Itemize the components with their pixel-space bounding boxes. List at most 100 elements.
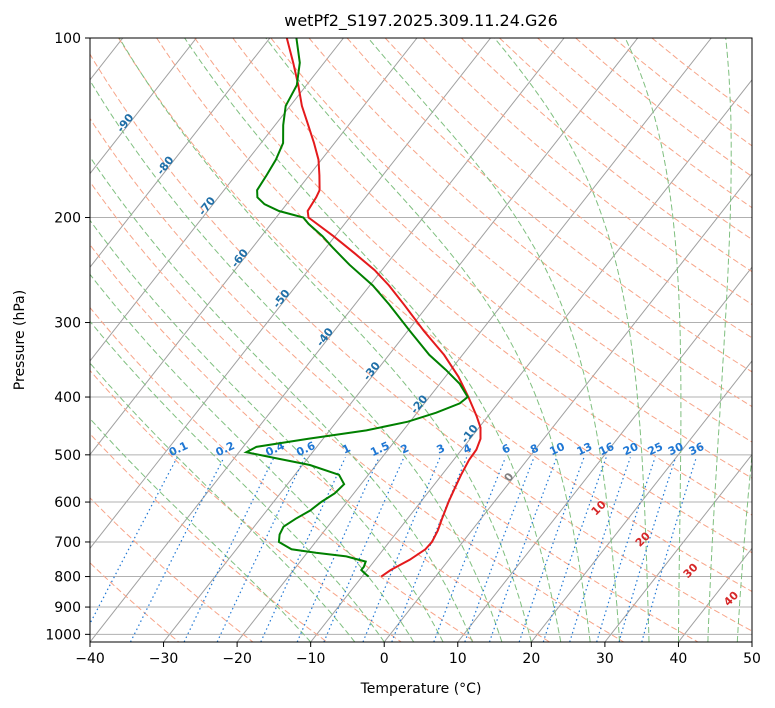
x-tick-label: −20 xyxy=(222,651,252,667)
mixing-ratio-label: 2 xyxy=(398,442,410,457)
isotherm-line xyxy=(604,453,752,642)
dry-adiabat-line xyxy=(90,433,328,642)
y-axis: 100 200 300 400 500 600 700 800 900 1000 xyxy=(45,31,90,643)
moist-adiabat-line xyxy=(90,320,385,642)
moist-adiabat-line xyxy=(184,38,562,642)
mixing-ratio-label: 0.1 xyxy=(167,439,190,459)
isotherm-line xyxy=(90,38,197,175)
moist-adiabat-label: 30 xyxy=(681,561,701,581)
isotherm-line xyxy=(457,266,752,642)
mixing-ratio-line xyxy=(216,457,306,642)
x-axis: −40 −30 −20 −10 0 10 20 30 40 50 xyxy=(75,642,761,667)
mixing-ratio-label: 36 xyxy=(687,440,707,458)
mixing-ratio-label: 1.5 xyxy=(368,439,391,459)
isotherm-line xyxy=(310,78,752,642)
mixing-ratio-label: 13 xyxy=(575,440,594,458)
isotherm-label: -10 xyxy=(458,422,481,446)
moist-adiabat-line xyxy=(265,38,591,642)
y-tick-label: 700 xyxy=(54,535,81,551)
dry-adiabat-line xyxy=(346,38,752,373)
mixing-ratio-line xyxy=(618,457,677,642)
temperature-profile-line xyxy=(285,38,482,578)
isotherm-line xyxy=(163,38,639,642)
isotherm-label: -60 xyxy=(228,246,251,270)
y-axis-title: Pressure (hPa) xyxy=(12,290,28,390)
mixing-ratio-label: 6 xyxy=(500,441,513,456)
x-tick-label: 0 xyxy=(380,651,389,667)
y-tick-label: 300 xyxy=(54,316,81,332)
mixing-ratio-line xyxy=(464,457,535,642)
dry-adiabat-line xyxy=(232,38,752,479)
isotherm-label: -70 xyxy=(196,194,219,218)
isotherm-line xyxy=(90,38,271,269)
mixing-ratio-line xyxy=(90,457,178,625)
isotherm-line xyxy=(90,38,565,642)
dry-adiabat-line xyxy=(90,369,402,642)
dewpoint-profile-line xyxy=(243,38,470,578)
isotherm-label: -40 xyxy=(314,325,337,349)
isotherm-line xyxy=(90,38,418,456)
mixing-ratio-label: 25 xyxy=(646,440,665,458)
y-tick-label: 500 xyxy=(54,448,81,464)
isotherm-line xyxy=(530,360,752,642)
mixing-ratio-label: 10 xyxy=(548,440,568,458)
y-tick-label: 400 xyxy=(54,390,81,406)
isotherm-label: -90 xyxy=(114,111,137,135)
dry-adiabat-line xyxy=(308,38,752,408)
moist-adiabat-label: 10 xyxy=(589,498,609,518)
dry-adiabat-line xyxy=(194,38,752,516)
mixing-ratio-line xyxy=(323,457,405,642)
moist-adiabat-line xyxy=(90,79,503,642)
moist-adiabat-line xyxy=(494,38,650,642)
isotherm-label: -50 xyxy=(270,287,293,311)
y-tick-label: 900 xyxy=(54,600,81,616)
profile-series xyxy=(243,38,482,578)
isotherm-lines xyxy=(90,38,752,642)
mixing-ratio-label: 8 xyxy=(528,442,540,457)
moist-adiabat-line xyxy=(90,219,444,642)
y-tick-label: 100 xyxy=(54,31,81,47)
moist-adiabat-line xyxy=(90,362,356,642)
mixing-ratio-label: 16 xyxy=(597,440,617,458)
isotherm-label: -80 xyxy=(154,153,177,177)
mixing-ratio-line xyxy=(518,457,585,642)
moist-adiabat-line xyxy=(118,38,532,642)
isotherm-line xyxy=(383,172,752,642)
x-tick-label: 10 xyxy=(449,651,467,667)
chart-title: wetPf2_S197.2025.309.11.24.G26 xyxy=(284,11,558,31)
y-tick-label: 200 xyxy=(54,211,81,227)
dry-adiabat-line xyxy=(384,38,752,339)
mixing-ratio-line xyxy=(641,457,697,642)
isotherm-line xyxy=(236,38,712,642)
dry-adiabat-line xyxy=(90,53,752,632)
isotherm-label: -30 xyxy=(360,359,383,383)
moist-adiabat-label: 40 xyxy=(721,589,741,609)
x-axis-title: Temperature (°C) xyxy=(360,681,482,697)
x-tick-label: −40 xyxy=(75,651,105,667)
dry-adiabat-line xyxy=(90,117,699,642)
x-tick-label: 20 xyxy=(522,651,540,667)
moist-adiabat-line xyxy=(90,417,312,642)
y-tick-label: 600 xyxy=(54,495,81,511)
mixing-ratio-line xyxy=(183,457,275,642)
x-tick-label: 30 xyxy=(596,651,614,667)
x-tick-label: 40 xyxy=(670,651,688,667)
dry-adiabat-line xyxy=(575,38,752,178)
plot-frame xyxy=(89,37,753,643)
moist-adiabat-line xyxy=(624,38,682,642)
isotherm-line xyxy=(751,641,752,642)
x-tick-label: −10 xyxy=(296,651,326,667)
dry-adiabat-line xyxy=(90,181,625,642)
moist-adiabat-line xyxy=(90,156,473,642)
moist-adiabat-lines xyxy=(90,38,752,642)
moist-adiabat-line xyxy=(707,38,732,642)
dry-adiabat-line xyxy=(422,38,752,306)
mixing-ratio-line xyxy=(433,457,507,642)
x-tick-label: −30 xyxy=(149,651,179,667)
moist-adiabat-line xyxy=(736,450,752,642)
moist-adiabat-line xyxy=(367,38,621,642)
x-tick-label: 50 xyxy=(743,651,761,667)
dry-adiabat-line xyxy=(90,306,476,642)
y-tick-label: 800 xyxy=(54,570,81,586)
